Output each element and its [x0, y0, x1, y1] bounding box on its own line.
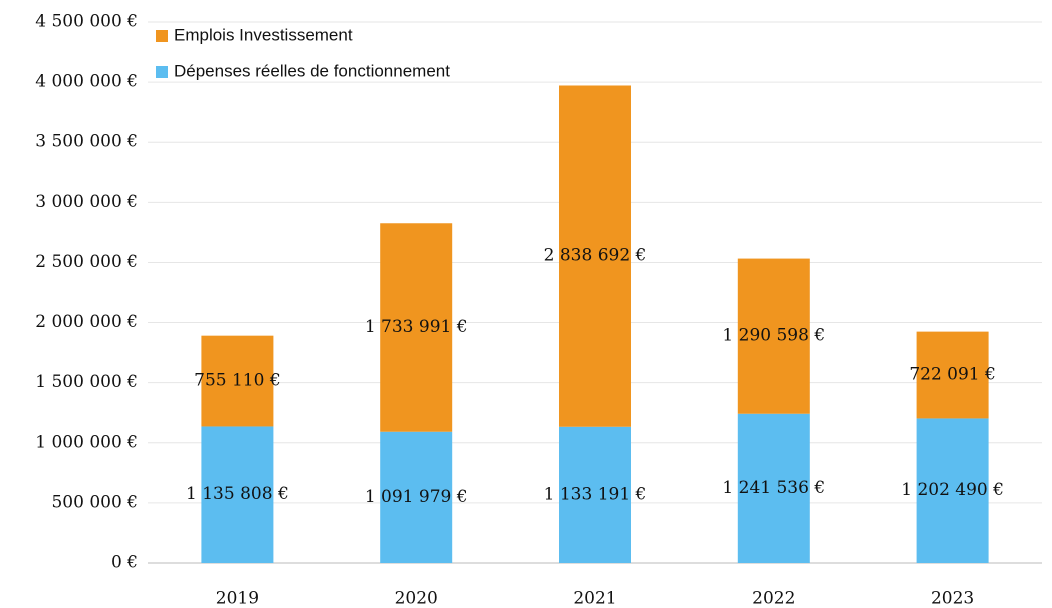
x-tick-label: 2020 — [395, 589, 438, 608]
x-tick-label: 2023 — [931, 589, 974, 608]
bar-segment — [201, 335, 274, 427]
bar-segment — [916, 418, 989, 563]
y-tick-label: 4 500 000 € — [35, 12, 138, 32]
legend-swatch — [156, 66, 168, 78]
data-label: 1 202 490 € — [901, 480, 1004, 500]
data-label: 1 133 191 € — [544, 484, 647, 504]
y-tick-label: 4 000 000 € — [35, 72, 138, 92]
legend-label: Dépenses réelles de fonctionnement — [174, 61, 450, 80]
bar-segment — [737, 413, 810, 563]
y-tick-label: 1 000 000 € — [35, 432, 138, 452]
y-tick-label: 2 000 000 € — [35, 312, 138, 332]
bar-segment — [916, 331, 989, 419]
bar-segment — [201, 426, 274, 563]
legend-swatch — [156, 30, 168, 42]
data-label: 755 110 € — [194, 371, 281, 391]
y-tick-label: 0 € — [111, 553, 138, 573]
y-tick-label: 3 500 000 € — [35, 132, 138, 152]
y-tick-label: 3 000 000 € — [35, 192, 138, 212]
legend-label: Emplois Investissement — [174, 25, 353, 44]
bar-segment — [737, 258, 810, 414]
data-label: 722 091 € — [909, 365, 996, 385]
data-label: 1 135 808 € — [186, 484, 289, 504]
bar-segment — [559, 426, 631, 563]
data-label: 1 290 598 € — [722, 326, 825, 346]
data-label: 1 241 536 € — [722, 478, 825, 498]
bar-segment — [380, 223, 453, 432]
bar-segment — [380, 431, 453, 563]
y-tick-label: 2 500 000 € — [35, 252, 138, 272]
y-tick-label: 1 500 000 € — [35, 372, 138, 392]
bar-segment — [559, 85, 631, 427]
x-tick-label: 2022 — [752, 589, 795, 608]
y-tick-label: 500 000 € — [51, 492, 138, 512]
x-tick-label: 2021 — [573, 589, 616, 608]
data-label: 2 838 692 € — [544, 246, 647, 266]
data-label: 1 733 991 € — [365, 317, 468, 337]
x-tick-label: 2019 — [216, 589, 259, 608]
data-label: 1 091 979 € — [365, 487, 468, 507]
